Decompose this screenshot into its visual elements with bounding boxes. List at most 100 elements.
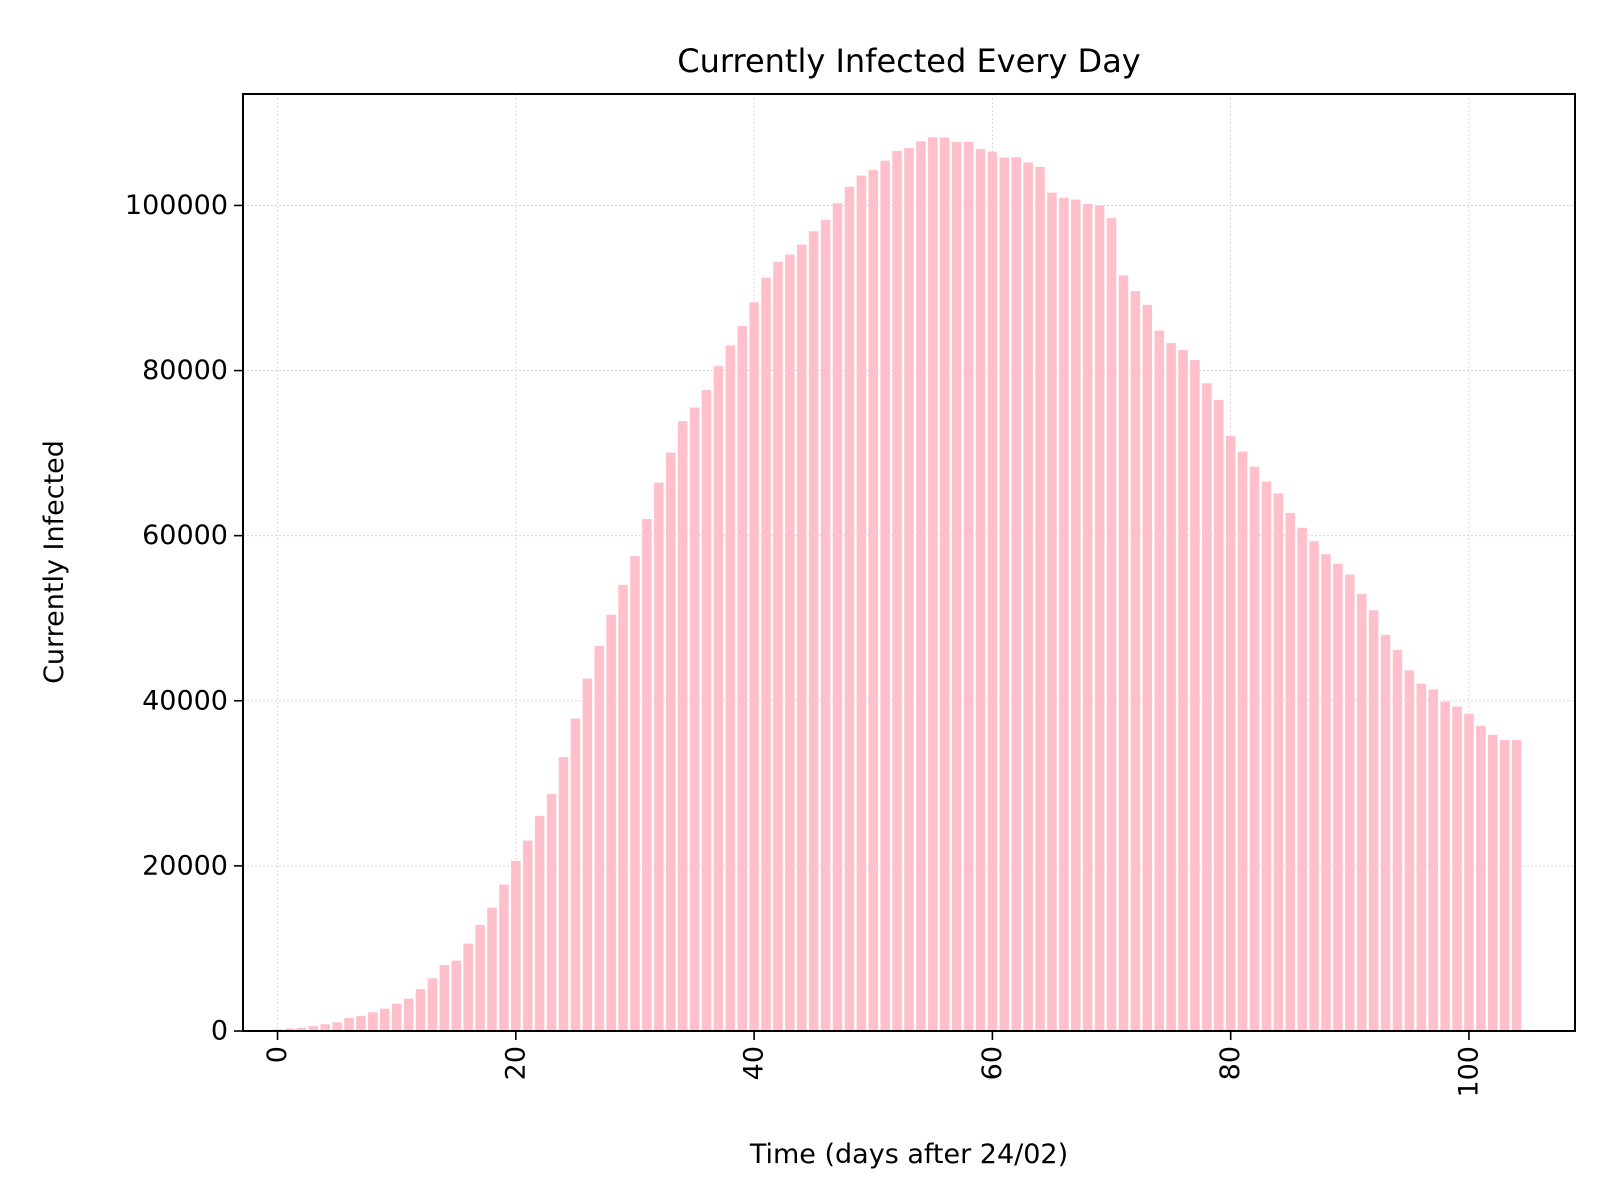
bar [1178, 350, 1188, 1031]
bar [749, 302, 759, 1031]
bar [665, 452, 676, 1031]
bar [403, 998, 414, 1031]
bar [1023, 162, 1033, 1031]
bar [439, 965, 450, 1031]
bar [773, 261, 783, 1031]
bar [844, 186, 855, 1032]
bar [987, 151, 998, 1031]
bar [701, 390, 712, 1031]
bar [630, 556, 640, 1031]
bar [928, 137, 938, 1031]
y-tick-label: 80000 [142, 355, 228, 386]
bar [1071, 199, 1081, 1032]
bar [1166, 343, 1176, 1031]
bar [356, 1015, 366, 1031]
y-axis-label: Currently Infected [39, 440, 70, 684]
bar [344, 1017, 354, 1031]
bar [1416, 683, 1427, 1031]
x-tick-label: 20 [500, 1046, 531, 1080]
bar [868, 170, 879, 1031]
bar [1225, 436, 1236, 1031]
x-axis-label: Time (days after 24/02) [749, 1139, 1068, 1170]
bar [904, 147, 914, 1032]
bar [1011, 157, 1021, 1032]
bar [1202, 383, 1212, 1031]
bar [1499, 739, 1510, 1031]
bar [797, 244, 807, 1031]
plot-area-frame [242, 93, 1576, 1032]
bar [1118, 275, 1129, 1031]
bar [939, 137, 950, 1031]
bar [856, 175, 867, 1032]
bar [463, 943, 473, 1031]
bar [999, 157, 1010, 1031]
bar [618, 584, 628, 1031]
bar [1297, 527, 1307, 1031]
bar [737, 326, 747, 1031]
bar [1035, 167, 1045, 1032]
bar [975, 148, 986, 1031]
bar [1476, 725, 1486, 1031]
bar [1428, 689, 1438, 1031]
bar [880, 160, 890, 1031]
y-tick-label: 100000 [125, 190, 228, 221]
bar [1321, 554, 1331, 1031]
bar [308, 1026, 319, 1031]
bar [1333, 563, 1343, 1031]
bar [475, 925, 485, 1031]
bar [1237, 451, 1248, 1031]
bar [677, 421, 688, 1032]
bar [582, 678, 593, 1031]
x-tick-label: 0 [262, 1046, 293, 1063]
bar [1392, 649, 1403, 1031]
bar [785, 254, 795, 1031]
bar [284, 1028, 295, 1031]
x-axis-ticks: 0 20 40 60 80 100 [262, 1031, 1484, 1098]
bar [332, 1022, 342, 1031]
bar [415, 989, 426, 1031]
bar [511, 860, 521, 1031]
y-axis-ticks: 0 20000 40000 60000 80000 100000 [125, 190, 243, 1047]
bar [1380, 634, 1391, 1031]
bar [1464, 713, 1474, 1031]
x-tick-label: 100 [1453, 1046, 1484, 1098]
bar [654, 482, 664, 1032]
bar [1404, 670, 1415, 1031]
bar [963, 141, 974, 1031]
bar [320, 1024, 330, 1031]
bar [380, 1008, 390, 1031]
bar [1285, 512, 1296, 1031]
bar [713, 365, 724, 1032]
y-tick-label: 40000 [142, 685, 228, 716]
bar [1368, 610, 1379, 1031]
bar [1142, 304, 1153, 1031]
bar [1511, 739, 1522, 1031]
bar [642, 519, 652, 1031]
bar [594, 645, 604, 1031]
bar [499, 884, 509, 1031]
bar [761, 277, 771, 1032]
x-tick-label: 80 [1215, 1046, 1246, 1080]
x-tick-label: 40 [739, 1046, 770, 1080]
bar [1059, 197, 1069, 1031]
bar [391, 1003, 402, 1031]
bar [1309, 541, 1319, 1031]
bar [1273, 493, 1284, 1031]
bar [606, 614, 616, 1031]
bar [1488, 734, 1498, 1031]
bar [832, 203, 843, 1031]
bar [558, 756, 569, 1031]
bar [522, 840, 533, 1031]
bar [487, 907, 497, 1031]
y-tick-label: 60000 [142, 520, 228, 551]
bars [272, 137, 1522, 1032]
bar [892, 150, 902, 1031]
bar [427, 978, 438, 1031]
bar [820, 219, 831, 1031]
bar [1130, 291, 1141, 1031]
bar [951, 141, 962, 1032]
x-tick-label: 60 [977, 1046, 1008, 1080]
bar [1356, 593, 1367, 1031]
